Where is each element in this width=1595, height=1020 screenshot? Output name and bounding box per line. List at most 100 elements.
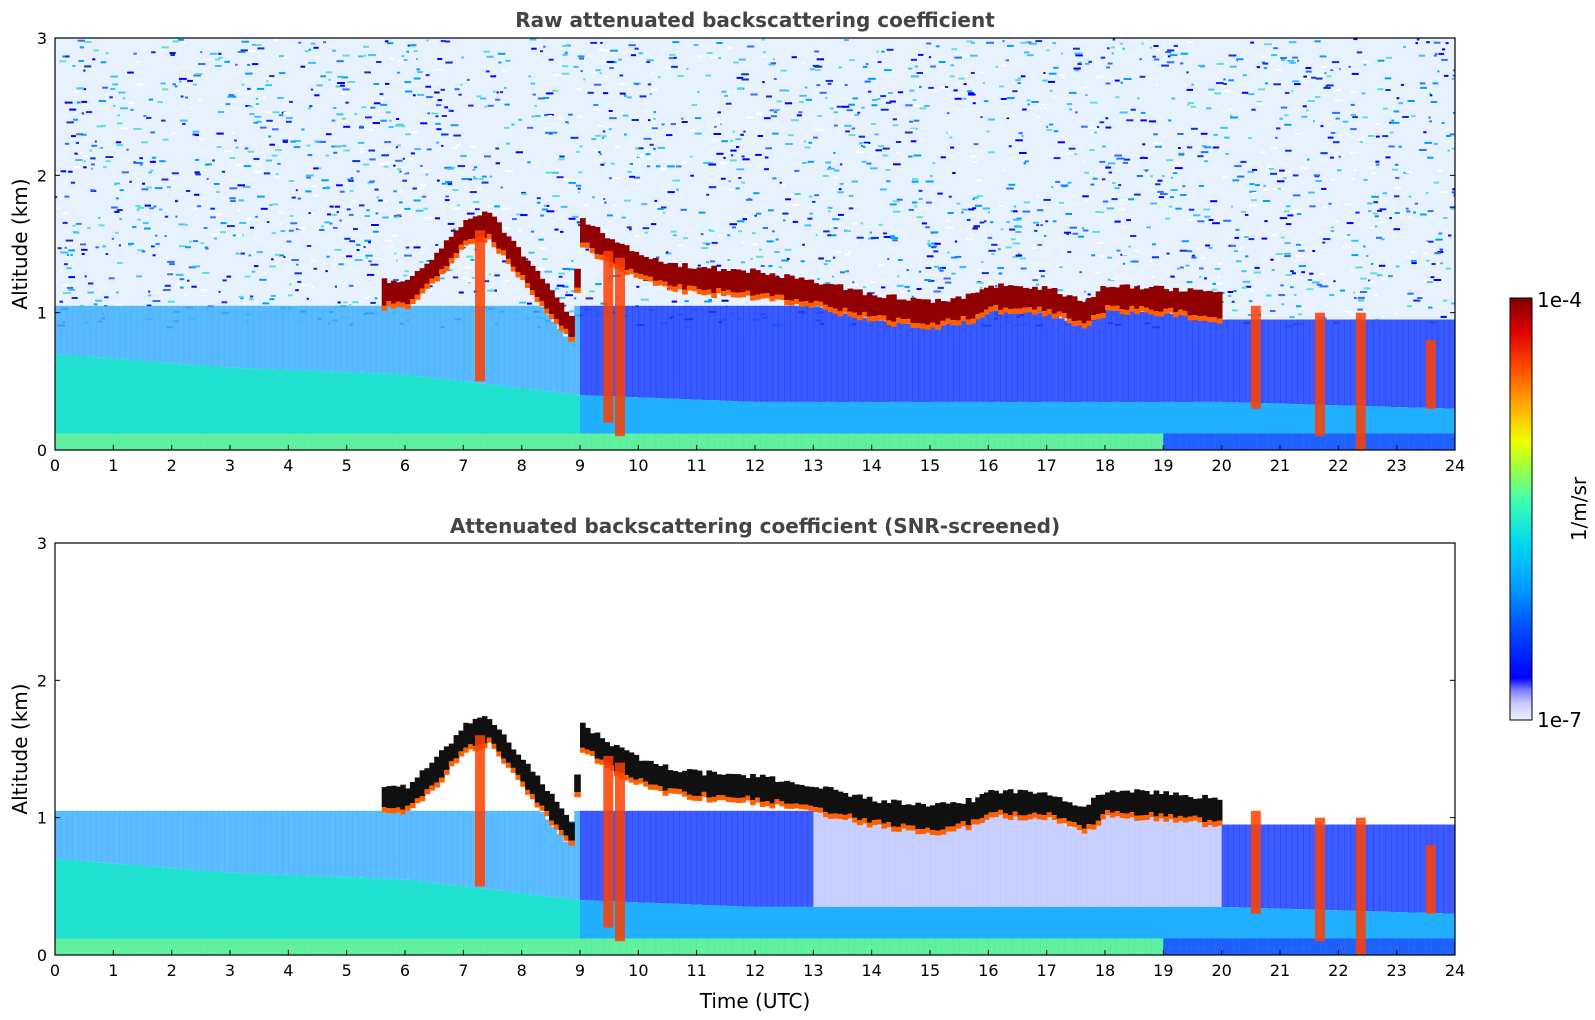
noise-speck bbox=[524, 258, 529, 261]
noise-speck bbox=[911, 201, 918, 204]
noise-speck bbox=[384, 82, 390, 85]
cloud-cell bbox=[395, 282, 402, 302]
surface-layer-column bbox=[562, 938, 569, 955]
noise-speck bbox=[1449, 206, 1455, 209]
surface-layer-column bbox=[230, 938, 237, 955]
boundary-layer-column bbox=[1023, 401, 1030, 450]
noise-speck bbox=[270, 295, 276, 297]
noise-speck bbox=[263, 172, 271, 175]
noise-speck bbox=[603, 162, 606, 165]
mid-layer-column bbox=[387, 810, 394, 879]
noise-speck bbox=[257, 47, 265, 50]
cloud-cell bbox=[539, 278, 546, 302]
noise-speck bbox=[220, 222, 227, 225]
noise-speck bbox=[1270, 310, 1276, 312]
mid-layer-column bbox=[1262, 824, 1269, 909]
noise-speck bbox=[87, 282, 94, 285]
noise-speck bbox=[629, 228, 632, 231]
cloud-cell bbox=[534, 270, 541, 297]
noise-speck bbox=[1350, 113, 1356, 116]
mid-layer-column bbox=[1099, 817, 1106, 907]
boundary-layer-column bbox=[148, 866, 155, 955]
noise-speck bbox=[1216, 262, 1223, 265]
noise-speck bbox=[1252, 168, 1258, 171]
mid-layer-column bbox=[1291, 319, 1299, 404]
noise-speck bbox=[947, 226, 954, 229]
noise-speck bbox=[1035, 40, 1043, 43]
cloud-edge-cell bbox=[798, 804, 805, 810]
surface-layer-column bbox=[970, 433, 978, 450]
noise-speck bbox=[927, 242, 931, 245]
boundary-layer-column bbox=[877, 401, 884, 450]
noise-speck bbox=[1033, 221, 1039, 224]
noise-speck bbox=[1005, 59, 1009, 62]
noise-speck bbox=[863, 146, 866, 148]
noise-speck bbox=[1157, 179, 1163, 182]
surface-layer-column bbox=[136, 938, 144, 955]
noise-speck bbox=[967, 90, 973, 93]
mid-layer-column bbox=[685, 810, 692, 905]
mid-layer-column bbox=[568, 316, 575, 394]
noise-speck bbox=[531, 115, 534, 118]
mid-layer-column bbox=[690, 810, 698, 905]
noise-speck bbox=[1415, 42, 1418, 45]
boundary-layer-column bbox=[294, 370, 301, 450]
noise-speck bbox=[235, 146, 239, 149]
mid-layer-column bbox=[749, 810, 756, 907]
surface-layer-column bbox=[1210, 938, 1217, 955]
noise-speck bbox=[1433, 54, 1437, 57]
noise-speck bbox=[649, 93, 652, 95]
surface-layer-column bbox=[626, 433, 634, 450]
boundary-layer-column bbox=[1326, 405, 1334, 450]
boundary-layer-column bbox=[1233, 907, 1240, 955]
noise-speck bbox=[1067, 251, 1072, 253]
mid-layer-column bbox=[1408, 824, 1415, 913]
noise-speck bbox=[1308, 191, 1315, 194]
noise-speck bbox=[552, 131, 558, 134]
mid-layer-column bbox=[259, 810, 266, 874]
noise-speck bbox=[139, 157, 143, 160]
cloud-edge-cell bbox=[558, 325, 565, 331]
noise-speck bbox=[84, 65, 92, 68]
precipitation-streak bbox=[1250, 305, 1261, 409]
noise-speck bbox=[228, 95, 236, 98]
surface-layer-column bbox=[1280, 938, 1287, 955]
noise-speck bbox=[1427, 156, 1434, 159]
cloud-edge-cell bbox=[1148, 309, 1155, 315]
noise-speck bbox=[310, 42, 316, 45]
noise-speck bbox=[1452, 188, 1455, 191]
noise-speck bbox=[1216, 282, 1224, 285]
noise-speck bbox=[1186, 250, 1193, 253]
boundary-layer-column bbox=[1385, 406, 1392, 450]
mid-layer-column bbox=[795, 810, 803, 907]
cloud-cell bbox=[735, 269, 742, 293]
cloud-edge-cell bbox=[852, 312, 858, 318]
noise-speck bbox=[374, 297, 378, 300]
noise-speck bbox=[164, 235, 167, 238]
surface-layer-column bbox=[1315, 433, 1322, 450]
surface-layer-column bbox=[1396, 433, 1404, 450]
noise-speck bbox=[1284, 91, 1290, 94]
noise-speck bbox=[1270, 172, 1278, 175]
x-tick-label: 16 bbox=[978, 961, 998, 980]
noise-speck bbox=[896, 284, 904, 287]
cloud-edge-cell bbox=[1148, 812, 1155, 818]
cloud-cell bbox=[549, 793, 555, 821]
cloud-edge-cell bbox=[395, 807, 402, 813]
noise-speck bbox=[1186, 41, 1193, 44]
noise-speck bbox=[595, 283, 602, 286]
noise-speck bbox=[1012, 90, 1018, 93]
surface-layer-column bbox=[521, 433, 529, 450]
mid-layer-column bbox=[445, 305, 453, 380]
surface-layer-column bbox=[1227, 433, 1234, 450]
noise-speck bbox=[792, 203, 800, 206]
noise-speck bbox=[214, 58, 221, 61]
cloud-edge-cell bbox=[1091, 315, 1097, 320]
noise-speck bbox=[896, 152, 900, 155]
mid-layer-column bbox=[1140, 816, 1147, 907]
noise-speck bbox=[1244, 213, 1249, 216]
noise-speck bbox=[462, 277, 468, 280]
noise-speck bbox=[1082, 229, 1089, 232]
surface-layer-column bbox=[1402, 433, 1409, 450]
